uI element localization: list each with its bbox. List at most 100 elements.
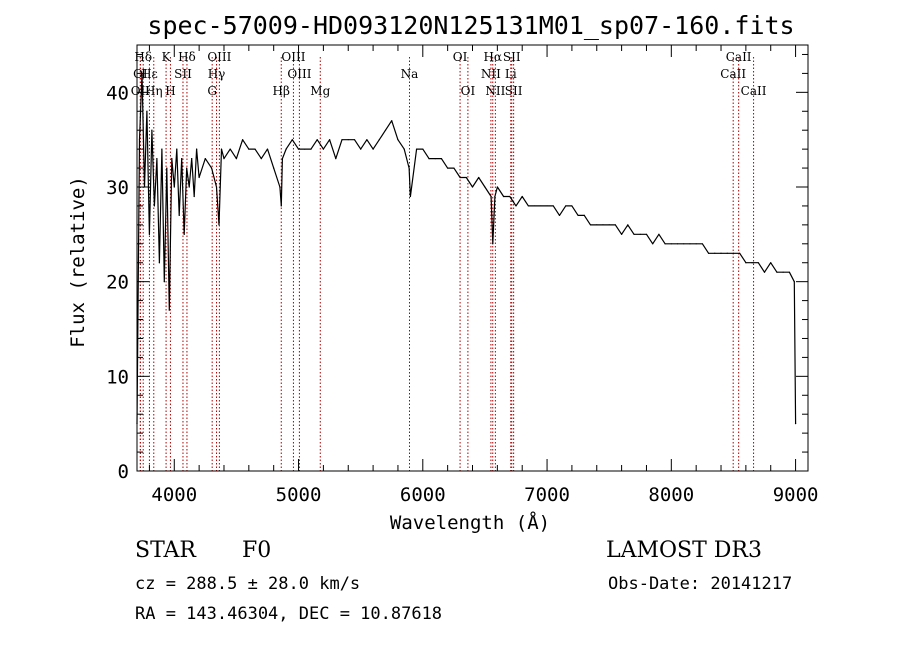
data-point <box>565 205 567 207</box>
x-axis-title: Wavelength (Å) <box>390 511 550 534</box>
y-axis-title: Flux (relative) <box>67 176 89 348</box>
redshift-text: cz = 288.5 ± 28.0 km/s <box>135 574 361 594</box>
object-subclass: F0 <box>242 538 272 563</box>
data-point <box>793 281 795 283</box>
data-point <box>186 167 188 169</box>
data-point <box>151 129 153 131</box>
data-point <box>453 167 455 169</box>
reference-label-7: SII <box>503 50 521 64</box>
data-point <box>281 158 283 160</box>
data-point <box>158 262 160 264</box>
data-point <box>614 224 616 226</box>
data-point <box>763 271 766 273</box>
data-point <box>248 148 250 150</box>
y-tick-label-4: 40 <box>106 82 129 104</box>
data-point <box>273 167 275 169</box>
x-tick-label-5: 9000 <box>773 484 819 506</box>
data-point <box>701 243 703 245</box>
plot-axes <box>136 44 809 472</box>
data-point <box>494 195 496 198</box>
data-point <box>353 139 356 141</box>
x-tick-label-4: 8000 <box>648 484 694 506</box>
data-point <box>176 148 178 150</box>
data-point <box>372 148 374 150</box>
data-point <box>589 224 592 226</box>
data-point <box>720 252 722 254</box>
reference-label-3: OIII <box>207 50 231 64</box>
data-point <box>291 139 293 141</box>
data-point <box>285 148 287 150</box>
data-point <box>459 176 461 179</box>
data-point <box>235 158 238 160</box>
data-point <box>391 120 393 122</box>
plot-frame <box>136 44 809 472</box>
x-tick-label-2: 6000 <box>400 484 446 506</box>
data-point <box>220 148 223 150</box>
reference-label-27: CaII <box>741 84 767 98</box>
reference-label-12: Hγ <box>208 67 226 81</box>
data-point <box>670 243 672 245</box>
data-point <box>484 186 486 188</box>
data-point <box>558 214 561 216</box>
data-point <box>788 271 790 273</box>
reference-label-14: Na <box>401 67 419 81</box>
data-point <box>297 148 300 150</box>
data-point <box>546 205 548 207</box>
reference-label-22: Hβ <box>273 84 290 98</box>
data-point <box>322 148 324 150</box>
data-point <box>138 139 141 141</box>
data-point <box>465 176 467 179</box>
data-point <box>229 148 231 150</box>
data-point <box>384 129 387 131</box>
data-point <box>153 205 155 207</box>
data-point <box>652 243 654 245</box>
data-point <box>146 110 148 112</box>
data-point <box>440 158 443 160</box>
data-point <box>540 205 542 207</box>
data-point <box>218 224 220 226</box>
data-point <box>726 252 728 254</box>
reference-label-15: NII <box>481 67 501 81</box>
reference-label-11: SII <box>174 67 192 81</box>
reference-label-21: G <box>207 84 217 98</box>
reference-label-17: CaII <box>720 67 746 81</box>
y-tick-label-2: 20 <box>106 272 129 294</box>
y-tick-label-0: 0 <box>118 461 129 483</box>
data-point <box>341 139 343 141</box>
reference-label-18: OII <box>131 84 151 98</box>
reference-label-25: NII <box>485 84 505 98</box>
data-point <box>471 186 474 188</box>
data-point <box>173 186 175 188</box>
data-point <box>171 158 173 160</box>
series-group <box>136 72 797 425</box>
reference-label-0: Hδ <box>134 50 152 64</box>
data-point <box>188 186 190 188</box>
data-point <box>627 224 629 226</box>
reference-label-26: SII <box>505 84 523 98</box>
object-class: STAR <box>135 538 196 563</box>
data-point <box>366 139 368 141</box>
series-spectrum <box>136 72 797 424</box>
data-point <box>198 176 200 179</box>
data-point <box>347 139 349 141</box>
data-point <box>583 214 585 216</box>
data-point <box>794 423 797 425</box>
data-point <box>707 252 710 254</box>
y-tick-label-3: 30 <box>106 177 129 199</box>
survey-name: LAMOST DR3 <box>606 538 762 563</box>
data-point <box>714 252 716 254</box>
data-point <box>415 148 418 150</box>
data-point <box>689 243 691 245</box>
reference-label-19: Hη <box>145 84 163 98</box>
data-point <box>447 167 449 169</box>
data-point <box>639 233 641 235</box>
data-point <box>428 158 430 160</box>
data-point <box>770 262 772 264</box>
x-tick-label-3: 7000 <box>524 484 570 506</box>
reference-label-13: OIII <box>287 67 311 81</box>
obs-date-text: Obs-Date: 20141217 <box>608 574 793 594</box>
data-point <box>408 167 410 169</box>
data-point <box>751 262 753 264</box>
reference-label-5: OI <box>453 50 468 64</box>
